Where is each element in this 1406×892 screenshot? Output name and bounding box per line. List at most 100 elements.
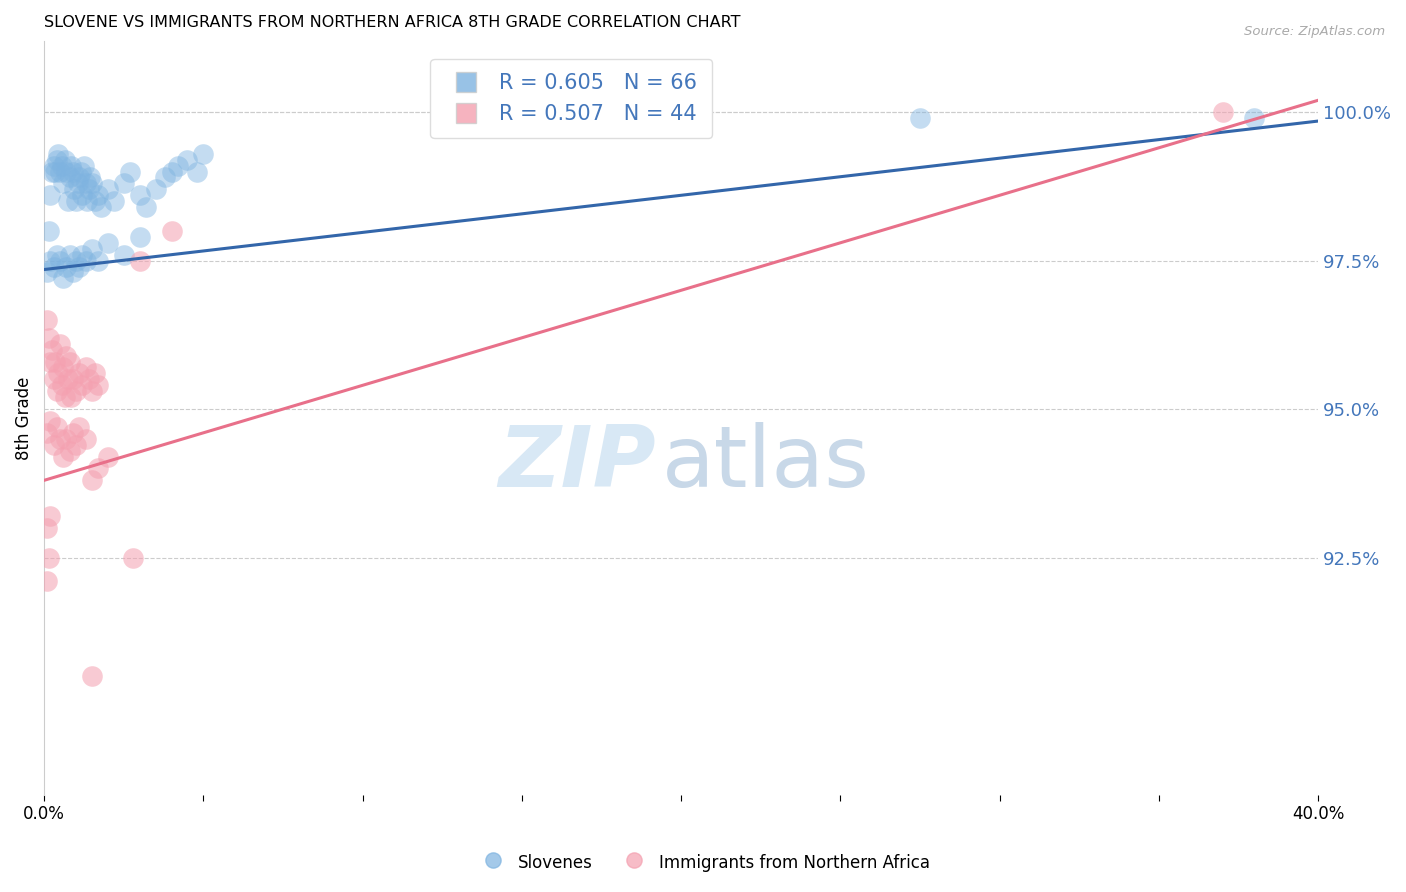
Point	[48, 146, 70, 161]
Point	[69, 164, 91, 178]
Point	[112, 248, 135, 262]
Point	[58, 248, 80, 262]
Point	[53, 390, 76, 404]
Point	[63, 182, 86, 196]
Point	[65, 253, 87, 268]
Point	[39, 188, 62, 202]
Point	[80, 473, 103, 487]
Point	[38, 224, 60, 238]
Point	[39, 354, 62, 368]
Legend: R = 0.605   N = 66, R = 0.507   N = 44: R = 0.605 N = 66, R = 0.507 N = 44	[430, 59, 711, 138]
Point	[48, 367, 70, 381]
Point	[37, 574, 59, 589]
Point	[193, 146, 215, 161]
Point	[39, 508, 62, 523]
Point	[72, 378, 94, 392]
Point	[128, 230, 150, 244]
Point	[167, 159, 190, 173]
Point	[87, 461, 110, 475]
Point	[55, 349, 77, 363]
Point	[87, 188, 110, 202]
Text: atlas: atlas	[662, 422, 870, 505]
Point	[55, 260, 77, 274]
Point	[66, 177, 89, 191]
Point	[49, 336, 72, 351]
Point	[77, 182, 100, 196]
Point	[160, 224, 183, 238]
Point	[39, 253, 62, 268]
Point	[42, 438, 65, 452]
Point	[80, 242, 103, 256]
Point	[97, 235, 120, 250]
Point	[908, 111, 931, 125]
Point	[75, 177, 97, 191]
Point	[67, 170, 90, 185]
Point	[75, 253, 97, 268]
Point	[60, 390, 83, 404]
Point	[80, 384, 103, 399]
Text: SLOVENE VS IMMIGRANTS FROM NORTHERN AFRICA 8TH GRADE CORRELATION CHART: SLOVENE VS IMMIGRANTS FROM NORTHERN AFRI…	[44, 15, 741, 30]
Point	[84, 367, 107, 381]
Point	[80, 177, 103, 191]
Point	[67, 420, 90, 434]
Point	[77, 372, 100, 386]
Text: ZIP: ZIP	[498, 422, 655, 505]
Point	[44, 354, 66, 368]
Point	[67, 260, 90, 274]
Point	[65, 438, 87, 452]
Text: Source: ZipAtlas.com: Source: ZipAtlas.com	[1244, 25, 1385, 38]
Point	[79, 170, 101, 185]
Point	[153, 170, 176, 185]
Point	[42, 372, 65, 386]
Point	[62, 425, 84, 440]
Point	[41, 164, 63, 178]
Point	[55, 432, 77, 446]
Point	[39, 414, 62, 428]
Point	[45, 384, 67, 399]
Point	[80, 669, 103, 683]
Point	[58, 170, 80, 185]
Point	[60, 159, 83, 173]
Point	[52, 450, 75, 464]
Point	[38, 331, 60, 345]
Point	[62, 265, 84, 279]
Point	[90, 200, 112, 214]
Point	[84, 194, 107, 209]
Point	[56, 194, 79, 209]
Point	[76, 194, 98, 209]
Point	[52, 271, 75, 285]
Point	[52, 360, 75, 375]
Point	[112, 177, 135, 191]
Point	[135, 200, 157, 214]
Point	[49, 253, 72, 268]
Point	[52, 177, 75, 191]
Point	[55, 164, 77, 178]
Point	[176, 153, 198, 167]
Point	[37, 425, 59, 440]
Point	[186, 164, 208, 178]
Point	[37, 265, 59, 279]
Point	[62, 372, 84, 386]
Point	[37, 521, 59, 535]
Y-axis label: 8th Grade: 8th Grade	[15, 376, 32, 459]
Point	[56, 372, 79, 386]
Point	[75, 432, 97, 446]
Point	[53, 153, 76, 167]
Point	[128, 253, 150, 268]
Point	[145, 182, 167, 196]
Point	[122, 550, 145, 565]
Point	[72, 248, 94, 262]
Point	[45, 248, 67, 262]
Point	[1212, 105, 1234, 120]
Point	[103, 194, 125, 209]
Point	[87, 253, 110, 268]
Point	[37, 313, 59, 327]
Point	[58, 354, 80, 368]
Point	[41, 343, 63, 357]
Point	[65, 194, 87, 209]
Point	[51, 378, 73, 392]
Point	[87, 378, 110, 392]
Point	[45, 153, 67, 167]
Point	[62, 164, 84, 178]
Point	[58, 443, 80, 458]
